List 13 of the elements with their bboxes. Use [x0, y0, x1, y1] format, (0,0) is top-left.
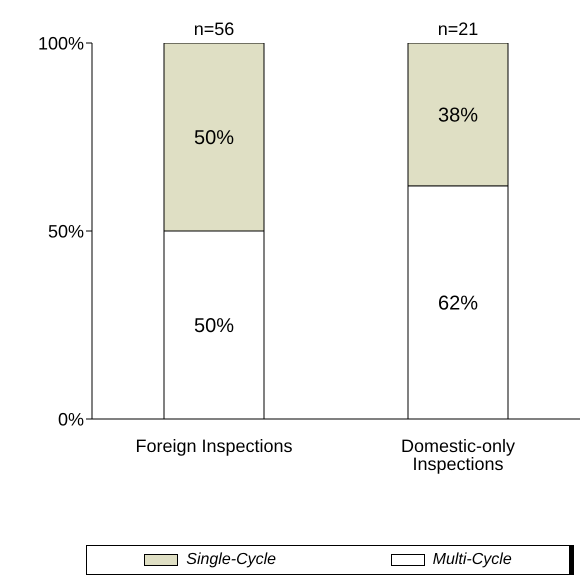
annotation: n=56: [194, 19, 234, 39]
legend-label: Single-Cycle: [186, 551, 276, 569]
data-label: 62%: [438, 292, 478, 315]
y-tick-label: 50%: [48, 221, 84, 242]
data-label: 50%: [194, 127, 234, 150]
x-tick-label: Foreign Inspections: [135, 436, 293, 456]
data-label: 38%: [438, 104, 478, 127]
y-tick-label: 0%: [58, 409, 84, 430]
legend-label: Multi-Cycle: [432, 551, 512, 569]
annotation: n=21: [438, 19, 478, 39]
data-label: 50%: [194, 315, 234, 338]
y-tick-label: 100%: [38, 33, 84, 54]
x-tick-label: Domestic-only Inspections: [400, 436, 516, 474]
